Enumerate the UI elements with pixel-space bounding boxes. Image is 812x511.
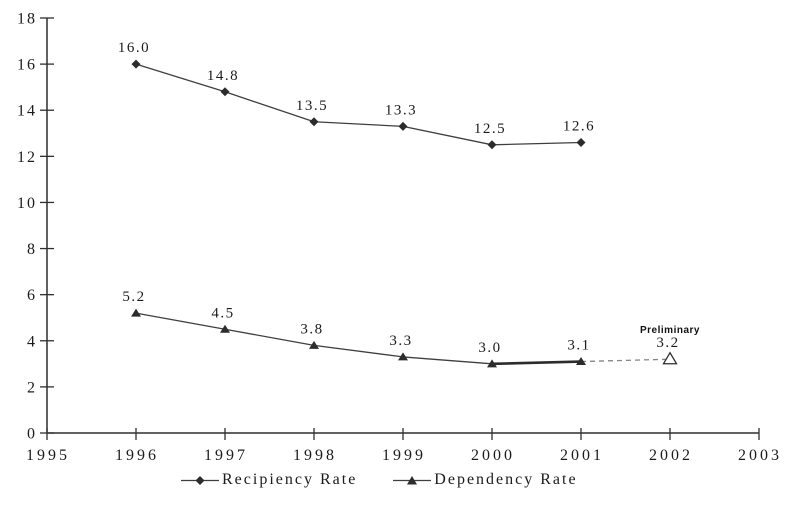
y-tick-label: 16 — [17, 57, 37, 74]
x-tick-label: 2002 — [649, 447, 693, 464]
data-point-label: 3.1 — [567, 338, 590, 354]
data-point-label: 12.5 — [474, 121, 506, 137]
series-line-segment — [402, 125, 493, 146]
data-point-label: 3.2 — [656, 335, 679, 351]
series-line-segment — [313, 344, 404, 358]
series-line-segment — [491, 141, 582, 146]
recipiency-line-diamond-icon — [181, 475, 219, 485]
data-point-label: 3.0 — [478, 340, 501, 356]
x-tick-label: 1996 — [115, 447, 159, 464]
x-tick-label: 2000 — [471, 447, 515, 464]
x-tick-label: 2003 — [738, 447, 782, 464]
legend-item-dependency-rate: Dependency Rate — [393, 471, 577, 489]
y-tick-label: 2 — [27, 379, 37, 396]
series-line-segment — [313, 121, 404, 128]
series-line-segment — [580, 358, 671, 363]
data-point-diamond — [398, 121, 408, 131]
data-point-label: 13.5 — [296, 98, 328, 114]
data-point-triangle — [576, 357, 586, 366]
data-point-label: 12.6 — [563, 119, 595, 135]
data-point-triangle — [487, 359, 497, 368]
data-point-diamond — [487, 140, 497, 150]
data-point-diamond — [576, 138, 586, 147]
y-tick-label: 10 — [17, 195, 37, 212]
x-tick-label: 1998 — [293, 447, 337, 464]
data-point-label: 5.2 — [122, 289, 145, 305]
series-line-segment — [135, 63, 226, 93]
legend-label-recipiency: Recipiency Rate — [222, 471, 358, 488]
legend-label-dependency: Dependency Rate — [434, 471, 578, 488]
y-tick-label: 0 — [27, 426, 37, 443]
x-tick-label: 2001 — [560, 447, 604, 464]
data-point-label: 14.8 — [207, 68, 239, 84]
y-tick-label: 14 — [17, 103, 37, 120]
x-tick-label: 1999 — [382, 447, 426, 464]
data-point-label: 13.3 — [385, 102, 417, 118]
y-tick-label: 4 — [27, 333, 37, 350]
data-point-triangle — [131, 308, 141, 317]
series-line-segment — [224, 91, 315, 123]
series-line-segment — [135, 312, 226, 330]
data-point-diamond — [131, 59, 141, 69]
y-tick-label: 6 — [27, 287, 37, 304]
data-point-label: 3.8 — [300, 321, 323, 337]
data-point-triangle — [309, 340, 319, 349]
x-tick-label: 1995 — [26, 447, 70, 464]
data-point-triangle — [398, 352, 408, 361]
data-point-label: 3.3 — [389, 333, 412, 349]
series-line-segment — [491, 360, 582, 366]
series-line-segment — [224, 328, 315, 347]
preliminary-annotation: Preliminary — [640, 325, 700, 336]
series-line-segment — [402, 356, 493, 365]
chart-legend: Recipiency Rate Dependency Rate — [181, 471, 578, 489]
legend-item-recipiency-rate: Recipiency Rate — [181, 471, 357, 489]
data-point-diamond — [309, 117, 319, 127]
data-point-open-triangle — [662, 351, 678, 365]
data-point-label: 16.0 — [118, 40, 150, 56]
data-point-diamond — [220, 87, 230, 97]
x-tick-label: 1997 — [204, 447, 248, 464]
dependency-line-triangle-icon — [393, 475, 432, 484]
data-point-triangle — [220, 324, 230, 333]
y-tick-label: 18 — [17, 11, 37, 28]
y-tick-label: 12 — [17, 149, 37, 166]
y-tick-label: 8 — [27, 241, 37, 258]
data-point-label: 4.5 — [211, 305, 234, 321]
